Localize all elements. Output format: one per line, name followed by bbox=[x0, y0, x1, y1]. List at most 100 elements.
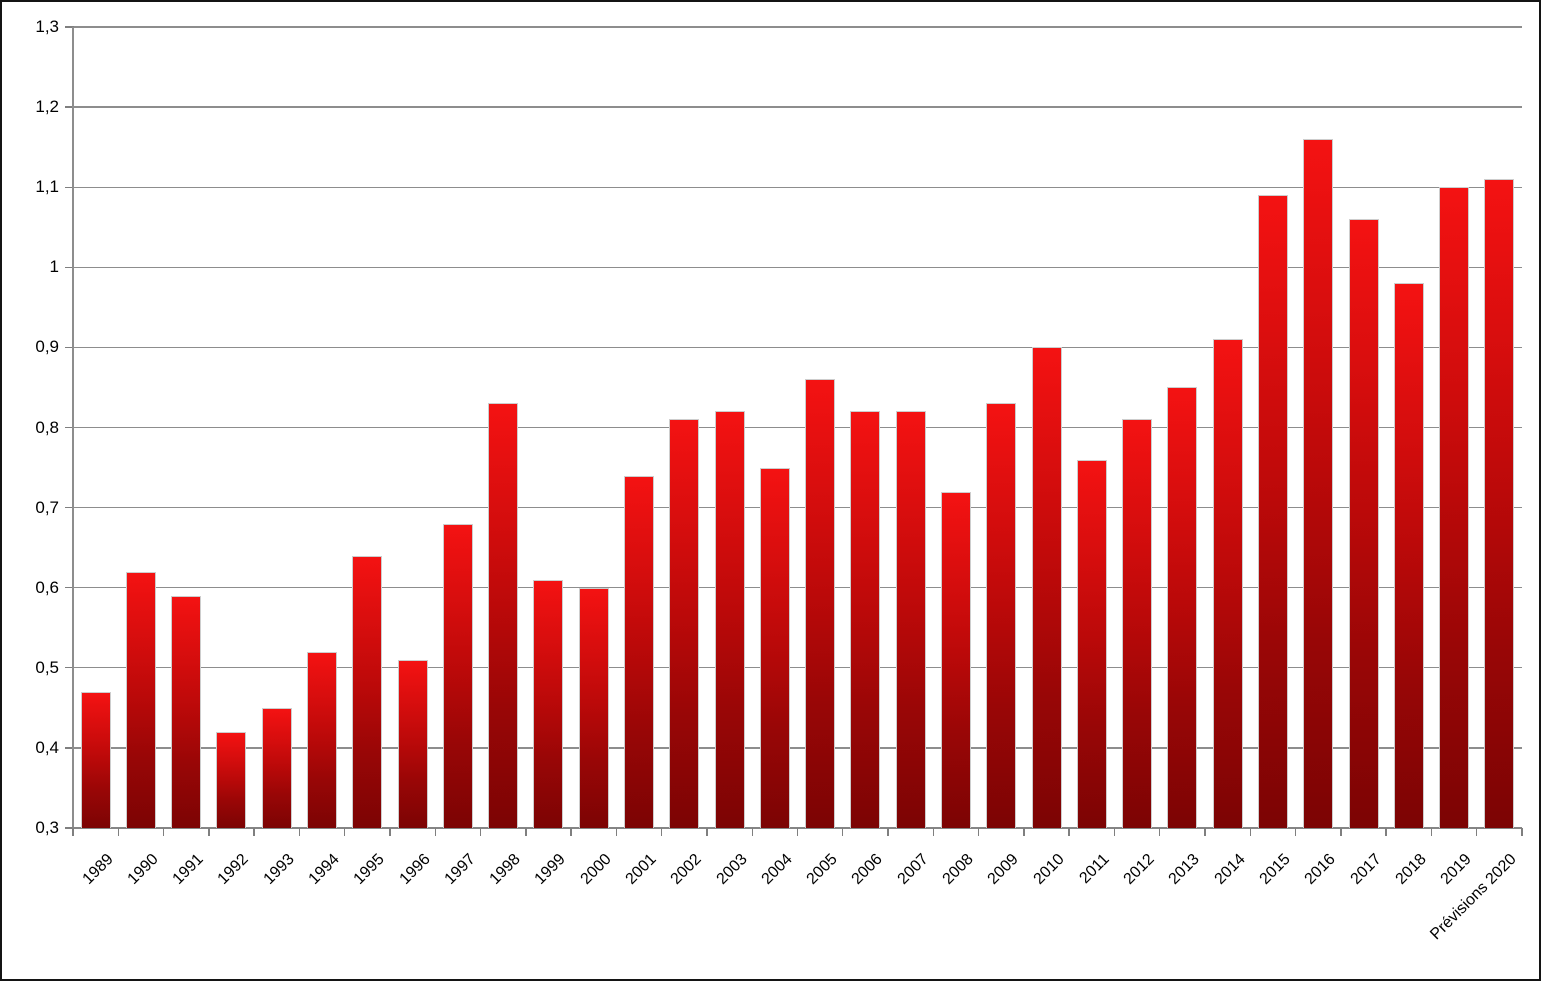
x-axis-tick bbox=[434, 828, 436, 836]
x-axis-tick bbox=[1159, 828, 1161, 836]
bar-2001 bbox=[624, 475, 655, 828]
bar-2013 bbox=[1167, 387, 1198, 828]
x-axis-tick bbox=[1249, 828, 1251, 836]
bar-2000 bbox=[578, 587, 609, 828]
gridline-0,7 bbox=[73, 506, 1522, 509]
gridline-1 bbox=[73, 266, 1522, 268]
y-axis-tick bbox=[65, 667, 74, 669]
bar-1997 bbox=[442, 523, 473, 828]
y-axis-tick-label: 0,5 bbox=[35, 657, 59, 677]
x-axis-tick bbox=[1113, 828, 1116, 836]
x-axis-tick bbox=[479, 828, 482, 836]
y-axis-line bbox=[72, 27, 74, 828]
x-axis-tick bbox=[706, 828, 708, 836]
x-axis-tick bbox=[389, 828, 391, 836]
bar-Prévisions 2020 bbox=[1484, 179, 1515, 828]
bar-2005 bbox=[805, 379, 836, 828]
bar-2016 bbox=[1303, 139, 1334, 828]
x-axis-tick bbox=[1023, 828, 1025, 836]
x-axis-tick bbox=[1430, 828, 1433, 836]
bar-1996 bbox=[397, 659, 428, 828]
x-axis-tick bbox=[298, 828, 301, 836]
bar-2010 bbox=[1031, 347, 1062, 828]
gridline-0,4 bbox=[73, 747, 1522, 749]
x-axis-tick bbox=[887, 828, 889, 836]
bar-1995 bbox=[352, 555, 383, 828]
x-axis-tick bbox=[1521, 828, 1523, 836]
x-axis-tick bbox=[751, 828, 753, 836]
bar-2017 bbox=[1348, 219, 1379, 828]
x-axis-tick bbox=[570, 828, 572, 836]
bar-1989 bbox=[80, 691, 111, 828]
y-axis-tick bbox=[65, 186, 74, 188]
x-axis-tick bbox=[343, 828, 346, 836]
bar-1994 bbox=[307, 651, 338, 828]
y-axis-tick-label: 0,9 bbox=[35, 337, 59, 357]
x-axis-tick bbox=[1340, 828, 1342, 836]
bar-2014 bbox=[1212, 339, 1243, 828]
x-axis-tick bbox=[525, 828, 527, 836]
gridline-1,3 bbox=[73, 26, 1522, 28]
x-axis-tick bbox=[932, 828, 935, 836]
y-axis-tick-label: 1 bbox=[49, 257, 59, 277]
bar-1998 bbox=[488, 403, 519, 828]
bar-1992 bbox=[216, 731, 247, 828]
bar-2003 bbox=[714, 411, 745, 828]
x-axis-tick bbox=[72, 828, 74, 836]
y-axis-tick-label: 0,8 bbox=[35, 417, 59, 437]
x-axis-tick bbox=[1068, 828, 1070, 836]
bar-1993 bbox=[261, 707, 292, 828]
y-axis-tick bbox=[65, 587, 74, 589]
bar-1991 bbox=[171, 595, 202, 828]
y-axis-tick bbox=[65, 827, 74, 829]
x-axis-tick bbox=[842, 828, 844, 836]
x-axis-tick bbox=[253, 828, 255, 836]
x-axis-tick bbox=[1294, 828, 1297, 836]
y-axis-tick-label: 1,2 bbox=[35, 97, 59, 117]
bar-2008 bbox=[940, 491, 971, 828]
x-axis-tick bbox=[660, 828, 663, 836]
bar-2012 bbox=[1122, 419, 1153, 828]
bar-2004 bbox=[759, 467, 790, 828]
x-axis-tick bbox=[208, 828, 210, 836]
y-axis-tick bbox=[65, 26, 74, 28]
bar-2018 bbox=[1393, 283, 1424, 828]
gridline-1,2 bbox=[73, 106, 1522, 108]
bar-2007 bbox=[895, 411, 926, 828]
y-axis-tick bbox=[65, 106, 74, 108]
gridline-0,9 bbox=[73, 346, 1522, 349]
gridline-0,8 bbox=[73, 426, 1522, 429]
bar-2009 bbox=[986, 403, 1017, 828]
gridline-0,6 bbox=[73, 587, 1522, 589]
y-axis-tick-label: 0,6 bbox=[35, 577, 59, 597]
bar-2011 bbox=[1076, 459, 1107, 828]
y-axis-tick bbox=[65, 506, 74, 509]
y-axis-tick bbox=[65, 346, 74, 349]
bar-1999 bbox=[533, 579, 564, 828]
x-axis-tick bbox=[1476, 828, 1478, 836]
y-axis-tick-label: 0,7 bbox=[35, 497, 59, 517]
x-axis-tick bbox=[1385, 828, 1387, 836]
x-axis-tick bbox=[1204, 828, 1206, 836]
x-axis-tick bbox=[977, 828, 980, 836]
y-axis-tick bbox=[65, 747, 74, 749]
y-axis-tick bbox=[65, 426, 74, 429]
y-axis-tick bbox=[65, 266, 74, 268]
bar-1990 bbox=[125, 571, 156, 828]
x-axis-tick bbox=[796, 828, 799, 836]
bar-2002 bbox=[669, 419, 700, 828]
bar-2015 bbox=[1257, 195, 1288, 828]
x-axis-tick bbox=[162, 828, 165, 836]
gridline-0,5 bbox=[73, 667, 1522, 669]
gridline-1,1 bbox=[73, 186, 1522, 188]
x-axis-tick bbox=[615, 828, 618, 836]
y-axis-tick-label: 1,1 bbox=[35, 177, 59, 197]
bar-2019 bbox=[1439, 187, 1470, 828]
y-axis-tick-label: 1,3 bbox=[35, 17, 59, 36]
y-axis-tick-label: 0,3 bbox=[35, 818, 59, 837]
x-axis-tick bbox=[117, 828, 119, 836]
y-axis-tick-label: 0,4 bbox=[35, 737, 59, 757]
bar-2006 bbox=[850, 411, 881, 828]
